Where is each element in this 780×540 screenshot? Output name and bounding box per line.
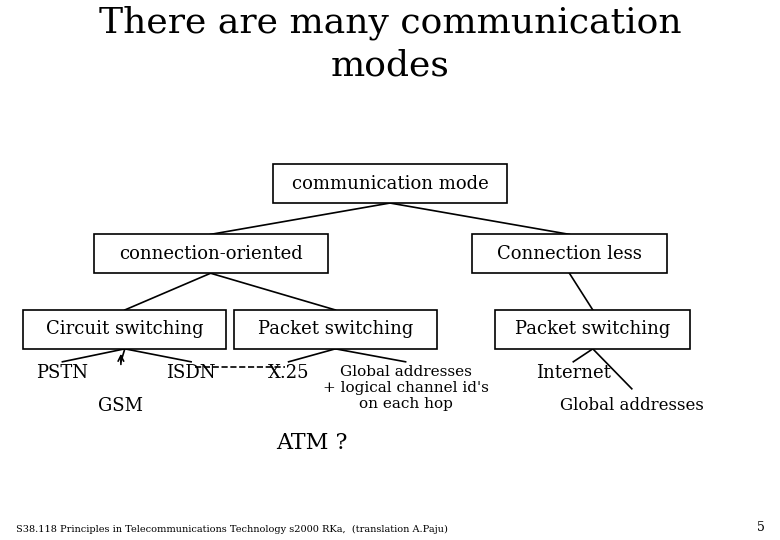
Text: Packet switching: Packet switching (257, 320, 413, 339)
Text: S38.118 Principles in Telecommunications Technology s2000 RKa,  (translation A.P: S38.118 Principles in Telecommunications… (16, 524, 448, 534)
FancyBboxPatch shape (472, 234, 667, 273)
Text: Global addresses: Global addresses (560, 397, 704, 414)
Text: Circuit switching: Circuit switching (46, 320, 204, 339)
Text: GSM: GSM (98, 397, 144, 415)
Text: ATM ?: ATM ? (276, 432, 348, 454)
Text: connection-oriented: connection-oriented (119, 245, 303, 263)
Text: X.25: X.25 (268, 364, 310, 382)
FancyBboxPatch shape (234, 310, 437, 349)
FancyBboxPatch shape (495, 310, 690, 349)
Text: Connection less: Connection less (497, 245, 642, 263)
Text: ISDN: ISDN (166, 364, 216, 382)
Text: PSTN: PSTN (37, 364, 88, 382)
FancyBboxPatch shape (94, 234, 328, 273)
FancyBboxPatch shape (273, 164, 507, 203)
FancyBboxPatch shape (23, 310, 226, 349)
Text: 5: 5 (757, 521, 764, 534)
Text: There are many communication
modes: There are many communication modes (99, 5, 681, 82)
Text: Packet switching: Packet switching (515, 320, 671, 339)
Text: Internet: Internet (536, 364, 611, 382)
Text: Global addresses
+ logical channel id's
on each hop: Global addresses + logical channel id's … (323, 364, 488, 411)
Text: communication mode: communication mode (292, 174, 488, 193)
